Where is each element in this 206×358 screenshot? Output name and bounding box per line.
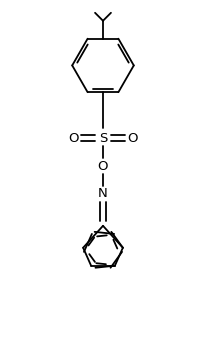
Text: S: S [99,132,107,145]
Text: O: O [98,160,108,173]
Text: O: O [128,132,138,145]
Text: N: N [98,188,108,200]
Text: O: O [68,132,78,145]
